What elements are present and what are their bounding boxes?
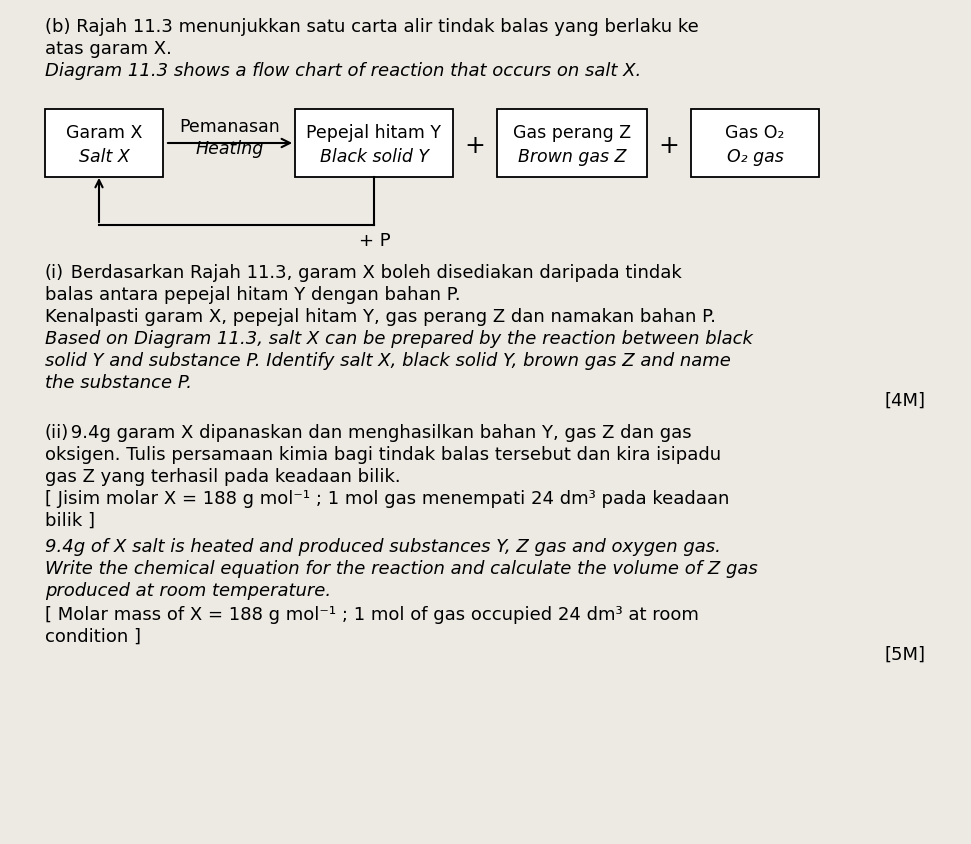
Text: condition ]: condition ] [45,627,141,645]
Text: (b) Rajah 11.3 menunjukkan satu carta alir tindak balas yang berlaku ke: (b) Rajah 11.3 menunjukkan satu carta al… [45,18,699,36]
Text: Brown gas Z: Brown gas Z [518,148,626,165]
Text: O₂ gas: O₂ gas [726,148,784,165]
Bar [497,110,647,178]
Text: [ Molar mass of X = 188 g mol⁻¹ ; 1 mol of gas occupied 24 dm³ at room: [ Molar mass of X = 188 g mol⁻¹ ; 1 mol … [45,605,699,623]
Text: Heating: Heating [196,140,264,158]
Text: Berdasarkan Rajah 11.3, garam X boleh disediakan daripada tindak: Berdasarkan Rajah 11.3, garam X boleh di… [65,263,682,282]
Text: atas garam X.: atas garam X. [45,40,172,58]
Text: produced at room temperature.: produced at room temperature. [45,582,331,599]
Text: (ii): (ii) [45,424,69,441]
Text: Gas O₂: Gas O₂ [725,124,785,142]
Text: Diagram 11.3 shows a flow chart of reaction that occurs on salt X.: Diagram 11.3 shows a flow chart of react… [45,62,641,80]
Text: Kenalpasti garam X, pepejal hitam Y, gas perang Z dan namakan bahan P.: Kenalpasti garam X, pepejal hitam Y, gas… [45,307,716,326]
Text: Write the chemical equation for the reaction and calculate the volume of Z gas: Write the chemical equation for the reac… [45,560,757,577]
Text: Gas perang Z: Gas perang Z [513,124,631,142]
Bar [295,110,453,178]
Text: Pemanasan: Pemanasan [180,118,281,136]
Text: 9.4g of X salt is heated and produced substances Y, Z gas and oxygen gas.: 9.4g of X salt is heated and produced su… [45,538,720,555]
Text: the substance P.: the substance P. [45,374,192,392]
Text: [4M]: [4M] [884,392,925,409]
Text: Salt X: Salt X [79,148,129,165]
Text: Black solid Y: Black solid Y [319,148,428,165]
Text: +: + [464,134,486,158]
Text: + P: + P [359,232,390,250]
Text: balas antara pepejal hitam Y dengan bahan P.: balas antara pepejal hitam Y dengan baha… [45,285,460,304]
Text: oksigen. Tulis persamaan kimia bagi tindak balas tersebut dan kira isipadu: oksigen. Tulis persamaan kimia bagi tind… [45,446,721,463]
Text: gas Z yang terhasil pada keadaan bilik.: gas Z yang terhasil pada keadaan bilik. [45,468,401,485]
Text: solid Y and substance P. Identify salt X, black solid Y, brown gas Z and name: solid Y and substance P. Identify salt X… [45,352,731,370]
Bar [691,110,819,178]
Text: [ Jisim molar X = 188 g mol⁻¹ ; 1 mol gas menempati 24 dm³ pada keadaan: [ Jisim molar X = 188 g mol⁻¹ ; 1 mol ga… [45,490,729,507]
Text: bilik ]: bilik ] [45,511,95,529]
Text: Pepejal hitam Y: Pepejal hitam Y [307,124,442,142]
Text: +: + [658,134,680,158]
Text: (i): (i) [45,263,64,282]
Text: Based on Diagram 11.3, salt X can be prepared by the reaction between black: Based on Diagram 11.3, salt X can be pre… [45,330,753,348]
Bar [45,110,163,178]
Text: [5M]: [5M] [884,645,925,663]
Text: Garam X: Garam X [66,124,142,142]
Text: 9.4g garam X dipanaskan dan menghasilkan bahan Y, gas Z dan gas: 9.4g garam X dipanaskan dan menghasilkan… [65,424,691,441]
